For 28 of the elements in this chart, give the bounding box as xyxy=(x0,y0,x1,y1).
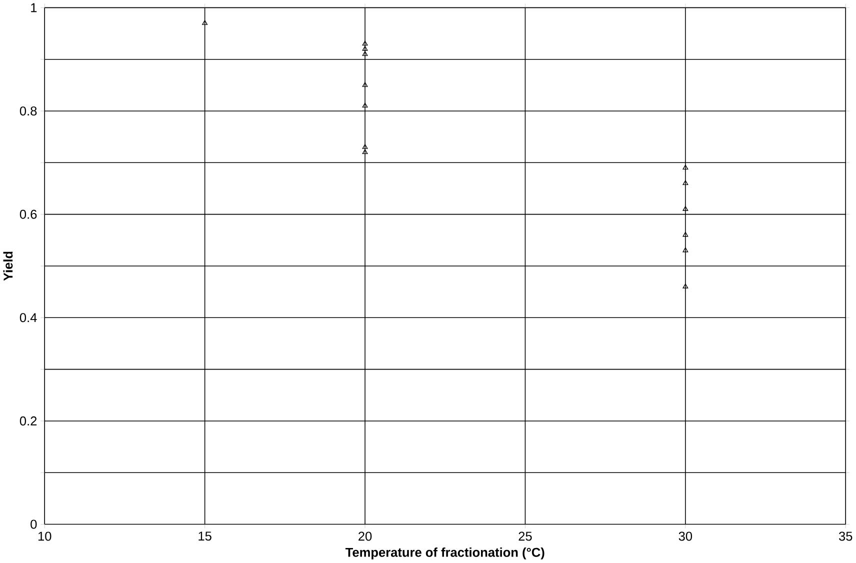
point xyxy=(362,82,368,88)
point xyxy=(362,40,368,46)
point xyxy=(682,248,688,252)
y-tick-label: 0.4 xyxy=(20,313,37,322)
point xyxy=(682,180,688,186)
y-tick-label: 1 xyxy=(31,3,37,12)
y-tick-label: 0.8 xyxy=(20,106,37,116)
point xyxy=(202,20,208,26)
y-tick-label: 0 xyxy=(30,520,37,529)
x-tick-label: 10 xyxy=(38,532,52,541)
y-tick-label: 0.2 xyxy=(20,416,37,426)
point xyxy=(362,51,368,56)
point xyxy=(682,206,688,212)
x-axis-title: Temperature of fractionation (°C) xyxy=(345,548,544,560)
x-tick-label: 35 xyxy=(839,532,852,541)
point xyxy=(362,102,368,108)
x-tick-label: 20 xyxy=(358,532,372,541)
x-tick-label: 30 xyxy=(678,532,692,541)
x-tick-label: 15 xyxy=(198,532,212,541)
x-tick-label: 25 xyxy=(518,532,532,541)
y-tick-label: 0.6 xyxy=(20,210,37,219)
point xyxy=(362,149,368,154)
point xyxy=(682,284,688,289)
point xyxy=(362,144,368,150)
y-axis-title: Yield xyxy=(3,252,13,281)
point xyxy=(362,46,368,51)
point xyxy=(682,164,688,170)
point xyxy=(682,232,688,237)
